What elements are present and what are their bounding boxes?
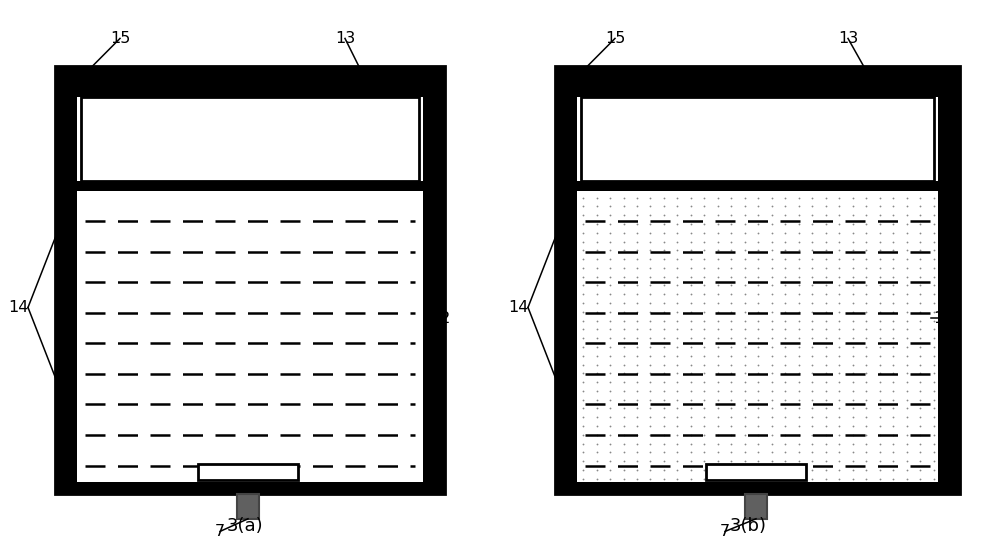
Bar xyxy=(577,181,938,191)
Text: 13: 13 xyxy=(335,31,355,46)
Bar xyxy=(706,464,806,480)
Bar xyxy=(55,66,445,494)
Text: 15: 15 xyxy=(605,31,625,46)
Text: 14: 14 xyxy=(508,300,528,315)
Bar xyxy=(77,181,423,191)
Text: 3(a): 3(a) xyxy=(227,517,263,535)
Bar xyxy=(577,191,938,482)
Bar xyxy=(555,66,960,494)
Bar xyxy=(81,97,419,181)
Bar xyxy=(77,78,423,97)
Text: 13: 13 xyxy=(838,31,858,46)
Bar xyxy=(77,78,423,482)
Bar xyxy=(581,97,934,181)
Text: 14: 14 xyxy=(8,300,28,315)
Bar xyxy=(237,494,259,519)
Bar xyxy=(577,78,938,97)
Text: 3(b): 3(b) xyxy=(730,517,767,535)
Bar xyxy=(745,494,767,519)
Bar xyxy=(577,78,938,482)
Text: 12: 12 xyxy=(430,311,450,326)
Bar xyxy=(198,464,298,480)
Text: 7: 7 xyxy=(720,524,730,539)
Text: 12: 12 xyxy=(933,311,953,326)
Text: 7: 7 xyxy=(215,524,225,539)
Text: 15: 15 xyxy=(110,31,130,46)
